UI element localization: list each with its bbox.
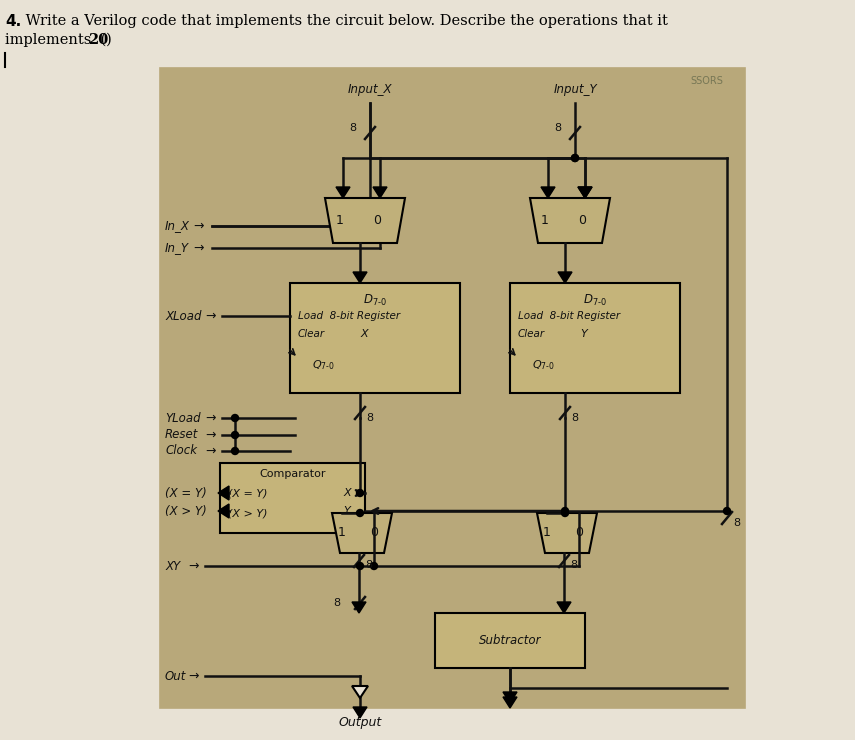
Text: →: → <box>205 445 215 457</box>
Text: XLoad: XLoad <box>165 309 202 323</box>
Text: Subtractor: Subtractor <box>479 634 541 647</box>
Text: $Q_{7\text{-}0}$: $Q_{7\text{-}0}$ <box>312 358 335 371</box>
Text: 8: 8 <box>333 598 340 608</box>
Circle shape <box>562 510 569 517</box>
Polygon shape <box>218 486 229 500</box>
Text: (X = Y): (X = Y) <box>228 488 268 498</box>
Circle shape <box>562 508 569 514</box>
Text: 1: 1 <box>338 526 346 539</box>
Circle shape <box>232 414 239 422</box>
Text: ): ) <box>106 33 112 47</box>
Text: Input_Y: Input_Y <box>553 83 597 96</box>
Text: →: → <box>188 559 198 573</box>
Text: 8: 8 <box>733 518 740 528</box>
Bar <box>435 613 585 668</box>
Text: →: → <box>205 411 215 425</box>
Text: X: X <box>343 488 351 498</box>
Text: 8: 8 <box>365 560 372 570</box>
Circle shape <box>370 562 378 570</box>
Polygon shape <box>332 513 392 553</box>
Polygon shape <box>353 707 367 718</box>
Text: (X > Y): (X > Y) <box>228 508 268 518</box>
Text: 1: 1 <box>336 214 344 227</box>
Polygon shape <box>557 602 571 613</box>
Polygon shape <box>503 697 517 708</box>
Text: 8: 8 <box>554 123 561 133</box>
Polygon shape <box>578 187 592 198</box>
Text: implements. (: implements. ( <box>5 33 106 47</box>
Polygon shape <box>503 692 517 703</box>
Polygon shape <box>541 187 555 198</box>
Text: X: X <box>360 329 368 339</box>
Text: →: → <box>193 241 203 255</box>
Circle shape <box>232 431 239 439</box>
Polygon shape <box>530 198 610 243</box>
Text: 20: 20 <box>88 33 109 47</box>
Text: $D_{7\text{-}0}$: $D_{7\text{-}0}$ <box>583 293 607 308</box>
Text: $D_{7\text{-}0}$: $D_{7\text{-}0}$ <box>363 293 387 308</box>
Polygon shape <box>325 198 405 243</box>
Polygon shape <box>336 187 350 198</box>
Polygon shape <box>352 602 366 613</box>
Text: 8: 8 <box>349 123 356 133</box>
Text: Clear: Clear <box>298 329 325 339</box>
Text: 1: 1 <box>543 526 551 539</box>
Text: Clock: Clock <box>165 445 197 457</box>
Text: Input_X: Input_X <box>348 83 392 96</box>
Text: →: → <box>205 309 215 323</box>
Text: 8: 8 <box>571 413 578 423</box>
Text: 8: 8 <box>366 413 373 423</box>
Text: In_Y: In_Y <box>165 241 189 255</box>
Circle shape <box>723 508 730 514</box>
Text: XY: XY <box>165 559 180 573</box>
Text: 0: 0 <box>373 214 381 227</box>
Text: Load  8-bit Register: Load 8-bit Register <box>518 311 620 321</box>
Bar <box>220 463 365 533</box>
Polygon shape <box>373 187 387 198</box>
Text: →: → <box>193 220 203 232</box>
Text: Y: Y <box>580 329 587 339</box>
Circle shape <box>232 448 239 454</box>
Text: 8: 8 <box>570 560 577 570</box>
Text: →: → <box>188 670 198 682</box>
Circle shape <box>357 510 363 517</box>
Circle shape <box>357 489 363 497</box>
Text: Y: Y <box>343 506 350 516</box>
Polygon shape <box>558 272 572 283</box>
Bar <box>510 283 680 393</box>
Polygon shape <box>353 272 367 283</box>
Circle shape <box>357 562 363 570</box>
Circle shape <box>571 155 579 161</box>
Text: →: → <box>205 428 215 442</box>
Text: Comparator: Comparator <box>259 469 326 479</box>
Text: 4.: 4. <box>5 14 21 29</box>
Text: Out: Out <box>165 670 186 682</box>
Text: SSORS: SSORS <box>690 76 722 86</box>
Text: $Q_{7\text{-}0}$: $Q_{7\text{-}0}$ <box>532 358 555 371</box>
Text: (X = Y): (X = Y) <box>165 486 207 500</box>
Text: Load  8-bit Register: Load 8-bit Register <box>298 311 400 321</box>
Bar <box>290 283 460 393</box>
Text: Clear: Clear <box>518 329 545 339</box>
Text: 0: 0 <box>575 526 583 539</box>
Text: Output: Output <box>339 716 381 729</box>
Polygon shape <box>352 686 368 698</box>
Text: 0: 0 <box>578 214 586 227</box>
Text: Reset: Reset <box>165 428 198 442</box>
Text: (X > Y): (X > Y) <box>165 505 207 517</box>
Polygon shape <box>537 513 597 553</box>
Text: 1: 1 <box>541 214 549 227</box>
Text: Write a Verilog code that implements the circuit below. Describe the operations : Write a Verilog code that implements the… <box>21 14 668 28</box>
Text: YLoad: YLoad <box>165 411 201 425</box>
Bar <box>160 68 745 708</box>
Text: 0: 0 <box>370 526 378 539</box>
Polygon shape <box>578 187 592 198</box>
Circle shape <box>571 155 579 161</box>
Polygon shape <box>218 504 229 518</box>
Text: In_X: In_X <box>165 220 190 232</box>
